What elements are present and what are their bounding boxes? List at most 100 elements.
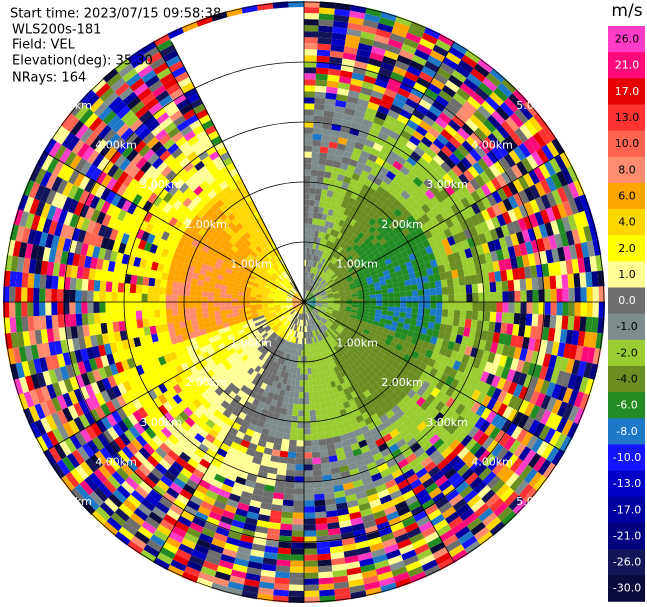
- gate: [391, 404, 401, 415]
- gate: [141, 521, 157, 535]
- gate: [314, 97, 326, 105]
- gate: [485, 493, 500, 508]
- gate: [218, 253, 226, 262]
- gate: [252, 339, 260, 347]
- gate: [267, 527, 281, 536]
- gate: [314, 91, 327, 99]
- gate: [309, 181, 317, 189]
- gate: [434, 315, 442, 324]
- gate: [382, 538, 397, 549]
- gate: [508, 495, 524, 511]
- gate: [373, 418, 383, 428]
- gate: [364, 373, 373, 382]
- gate: [304, 31, 319, 38]
- gate: [441, 339, 450, 349]
- gate: [444, 217, 455, 229]
- gate: [272, 393, 280, 401]
- gate: [205, 326, 213, 334]
- gate: [183, 295, 190, 302]
- gate: [346, 566, 362, 576]
- gate: [360, 150, 371, 160]
- gate: [62, 181, 74, 197]
- gate: [290, 310, 296, 315]
- gate: [313, 487, 325, 495]
- gate: [518, 104, 534, 121]
- gate: [422, 115, 435, 127]
- gate: [505, 472, 520, 488]
- gate: [322, 389, 329, 397]
- gate: [325, 343, 332, 351]
- gate: [411, 220, 421, 230]
- gate: [156, 332, 165, 341]
- gate: [258, 315, 265, 320]
- gate: [313, 121, 323, 129]
- gate: [389, 255, 398, 263]
- gate: [331, 249, 337, 257]
- gate: [280, 523, 293, 531]
- gate: [306, 343, 310, 351]
- gate: [385, 135, 398, 146]
- gate: [344, 289, 352, 294]
- gate: [542, 462, 557, 479]
- gate: [412, 109, 426, 121]
- gate: [401, 367, 411, 377]
- gate: [73, 388, 85, 403]
- gate: [347, 210, 356, 219]
- gate: [417, 289, 425, 297]
- gate: [456, 430, 468, 443]
- gate: [276, 350, 282, 357]
- gate: [147, 438, 160, 451]
- gate: [263, 377, 270, 385]
- gate: [336, 508, 350, 517]
- gate: [123, 302, 130, 312]
- gate: [352, 324, 359, 330]
- gate: [424, 189, 435, 200]
- gate: [226, 309, 233, 315]
- gate: [211, 365, 220, 374]
- gate: [479, 221, 490, 233]
- gate: [259, 395, 268, 404]
- gate: [109, 440, 122, 454]
- gate: [508, 149, 522, 165]
- gate: [225, 305, 233, 311]
- gate: [277, 330, 283, 337]
- gate: [549, 157, 562, 174]
- gate: [364, 302, 371, 306]
- gate: [364, 581, 381, 591]
- gate: [296, 367, 301, 375]
- gate: [238, 311, 246, 316]
- gate: [343, 360, 351, 368]
- gate: [486, 150, 499, 164]
- gate: [433, 344, 442, 354]
- gate: [315, 529, 329, 537]
- gate: [89, 181, 101, 196]
- gate: [94, 450, 108, 465]
- gate: [237, 302, 244, 306]
- gate: [405, 335, 413, 343]
- gate: [579, 194, 591, 211]
- gate: [289, 309, 295, 314]
- gate: [491, 110, 506, 125]
- gate: [304, 494, 315, 501]
- gate: [198, 479, 212, 490]
- gate: [57, 380, 68, 395]
- gate: [279, 370, 286, 378]
- gate: [117, 302, 124, 312]
- gate: [292, 299, 299, 302]
- gate: [168, 329, 177, 338]
- gate: [186, 527, 202, 539]
- gate: [448, 294, 455, 302]
- gate: [385, 82, 400, 94]
- gate: [180, 421, 192, 432]
- gate: [205, 448, 217, 459]
- gate: [128, 214, 138, 227]
- gate: [249, 499, 262, 509]
- gate: [310, 230, 316, 237]
- gate: [109, 363, 119, 376]
- gate: [167, 564, 185, 577]
- gate: [369, 341, 377, 348]
- gate: [500, 419, 513, 434]
- gate: [348, 436, 358, 446]
- gate: [376, 297, 383, 302]
- gate: [333, 306, 340, 310]
